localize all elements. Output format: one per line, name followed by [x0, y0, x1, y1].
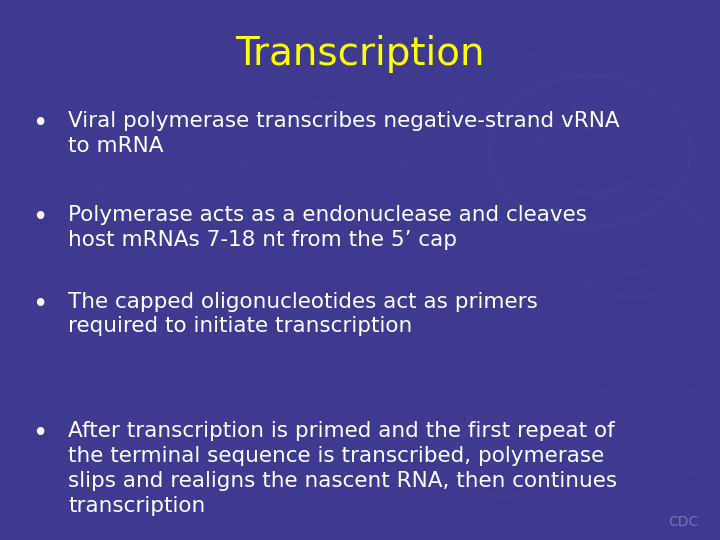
Text: Polymerase acts as a endonuclease and cleaves
host mRNAs 7-18 nt from the 5’ cap: Polymerase acts as a endonuclease and cl… [68, 205, 588, 250]
Text: The capped oligonucleotides act as primers
required to initiate transcription: The capped oligonucleotides act as prime… [68, 292, 539, 336]
Text: •: • [32, 292, 48, 318]
Text: CDC: CDC [668, 515, 698, 529]
Text: Transcription: Transcription [235, 35, 485, 73]
Text: After transcription is primed and the first repeat of
the terminal sequence is t: After transcription is primed and the fi… [68, 421, 618, 516]
Text: •: • [32, 205, 48, 231]
Text: •: • [32, 421, 48, 447]
Text: Viral polymerase transcribes negative-strand vRNA
to mRNA: Viral polymerase transcribes negative-st… [68, 111, 620, 156]
Text: •: • [32, 111, 48, 137]
